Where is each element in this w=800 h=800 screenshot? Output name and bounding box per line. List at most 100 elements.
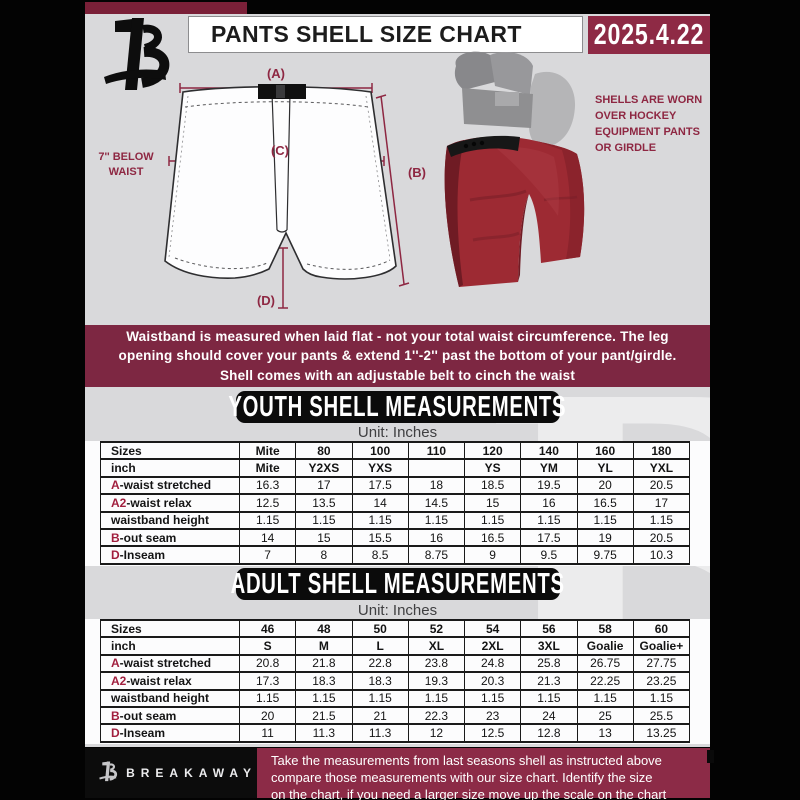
size-value-cell: 18 (407, 475, 466, 496)
size-value-cell (407, 458, 466, 478)
size-value-cell: YXL (632, 458, 691, 478)
size-value-cell: 56 (520, 618, 578, 639)
size-value-cell: 16.3 (238, 475, 297, 496)
table-row: A2-waist relax 17.3 18.3 18.3 19.3 20.3 21.3 22… (100, 671, 691, 691)
size-value-cell: 20.8 (238, 653, 297, 674)
size-value-cell: 1.15 (351, 688, 409, 708)
size-value-cell: 25 (576, 705, 634, 726)
youth-unit-label: Unit: Inches (357, 424, 438, 441)
footer-line-2: compare those measurements with our size… (271, 769, 653, 785)
shells-note-line: SHELLS ARE WORN (595, 94, 703, 106)
size-value-cell: 23.25 (632, 671, 691, 691)
row-label-text: -out seam (119, 708, 177, 723)
row-label-text: -waist relax (126, 495, 192, 510)
size-value-cell: 21 (351, 705, 409, 726)
size-value-cell: 15.5 (351, 527, 409, 548)
table-row: B-out seam 20 21.5 21 22.3 23 24 25 25.5 (100, 705, 691, 726)
table-row: D-Inseam 11 11.3 11.3 12 12.5 12.8 13 13.25 (100, 723, 691, 743)
table-row: Sizes 46 48 50 52 54 56 58 60 (100, 618, 691, 639)
size-value-cell: 24.8 (463, 653, 522, 674)
size-value-cell: S (238, 636, 297, 656)
size-value-cell: 13.5 (295, 493, 353, 513)
table-row: A-waist stretched 20.8 21.8 22.8 23.8 24.8 25.… (100, 653, 691, 674)
size-value-cell: 160 (576, 440, 634, 461)
adult-heading-label: ADULT SHELL MEASUREMENTS (230, 567, 565, 600)
row-label: B-out seam (100, 527, 240, 548)
label-a-waist: (A) (267, 66, 285, 81)
size-value-cell: 12 (407, 723, 466, 743)
breakaway-b-logo-small (99, 761, 118, 782)
size-value-cell: 1.15 (463, 688, 522, 708)
row-label-text: inch (111, 461, 136, 476)
table-row: inch Mite Y2XS YXS YS YM YL YXL (100, 458, 691, 478)
adult-size-table: Sizes 46 48 50 52 54 56 58 60 inch S M L XL 2XL 3XL Goal… (100, 618, 691, 743)
size-value-cell: 20.5 (632, 527, 691, 548)
size-value-cell: 18.3 (351, 671, 409, 691)
size-value-cell: 1.15 (351, 510, 409, 530)
row-label-text: -waist relax (126, 673, 192, 688)
size-value-cell: 22.25 (576, 671, 634, 691)
row-label-text: waistband height (111, 513, 210, 528)
size-value-cell: 17.3 (238, 671, 297, 691)
size-value-cell: 1.15 (295, 688, 353, 708)
size-value-cell: 17.5 (520, 527, 578, 548)
pants-measurement-diagram: (A) (B) (C) (D) (164, 66, 426, 309)
label-d-inseam: (D) (257, 293, 275, 308)
row-label: A-waist stretched (100, 475, 240, 496)
row-label: inch (100, 458, 240, 478)
row-label-letter: A2 (111, 495, 127, 510)
size-value-cell: 140 (520, 440, 578, 461)
size-value-cell: 1.15 (407, 688, 466, 708)
size-value-cell: 15 (463, 493, 522, 513)
footer-brand-area: BREAKAWAY (85, 748, 257, 798)
top-maroon-tab (85, 2, 247, 14)
size-value-cell: Mite (238, 458, 297, 478)
size-value-cell: 46 (238, 618, 297, 639)
table-row: D-Inseam 7 8 8.5 8.75 9 9.5 9.75 10.3 (100, 545, 691, 565)
size-value-cell: 13.25 (632, 723, 691, 743)
size-value-cell: 16.5 (576, 493, 634, 513)
title-box: PANTS SHELL SIZE CHART (188, 16, 583, 53)
date-label: 2025.4.22 (593, 18, 705, 51)
red-shell (444, 135, 585, 287)
size-value-cell: 1.15 (520, 510, 578, 530)
row-label: B-out seam (100, 705, 240, 726)
size-value-cell: 9.75 (576, 545, 634, 565)
row-label: D-Inseam (100, 545, 240, 565)
size-value-cell: 16 (407, 527, 466, 548)
notice-line-3: Shell comes with an adjustable belt to c… (219, 367, 576, 383)
row-label-letter: A (111, 478, 120, 493)
size-value-cell: 1.15 (576, 510, 634, 530)
size-value-cell: 12.8 (520, 723, 578, 743)
size-value-cell: 22.3 (407, 705, 466, 726)
row-label-text: -Inseam (119, 548, 166, 563)
size-value-cell: 20.3 (463, 671, 522, 691)
size-value-cell: 12.5 (238, 493, 297, 513)
row-label-letter: B (111, 530, 120, 545)
footer-edge-tab (707, 750, 714, 763)
label-b-outseam: (B) (408, 165, 426, 180)
size-value-cell: M (295, 636, 353, 656)
table-row: inch S M L XL 2XL 3XL Goalie Goalie+ (100, 636, 691, 656)
row-label-letter: A (111, 656, 120, 671)
size-value-cell: 16 (520, 493, 578, 513)
size-value-cell: 20 (576, 475, 634, 496)
row-label: inch (100, 636, 240, 656)
size-value-cell: 17.5 (351, 475, 409, 496)
size-value-cell: Goalie (576, 636, 634, 656)
size-value-cell: 10.3 (632, 545, 691, 565)
size-value-cell: 22.8 (351, 653, 409, 674)
size-value-cell: 11.3 (295, 723, 353, 743)
size-value-cell: 1.15 (632, 688, 691, 708)
size-value-cell: 100 (351, 440, 409, 461)
shorts-outline (164, 84, 397, 280)
size-value-cell: 14 (351, 493, 409, 513)
shells-note-line: EQUIPMENT PANTS (595, 125, 700, 138)
size-value-cell: 25.5 (632, 705, 691, 726)
size-value-cell: Y2XS (295, 458, 353, 478)
size-value-cell: 23.8 (407, 653, 466, 674)
size-value-cell: 120 (463, 440, 522, 461)
size-value-cell: 9 (463, 545, 522, 565)
row-label-text: Sizes (111, 621, 142, 636)
